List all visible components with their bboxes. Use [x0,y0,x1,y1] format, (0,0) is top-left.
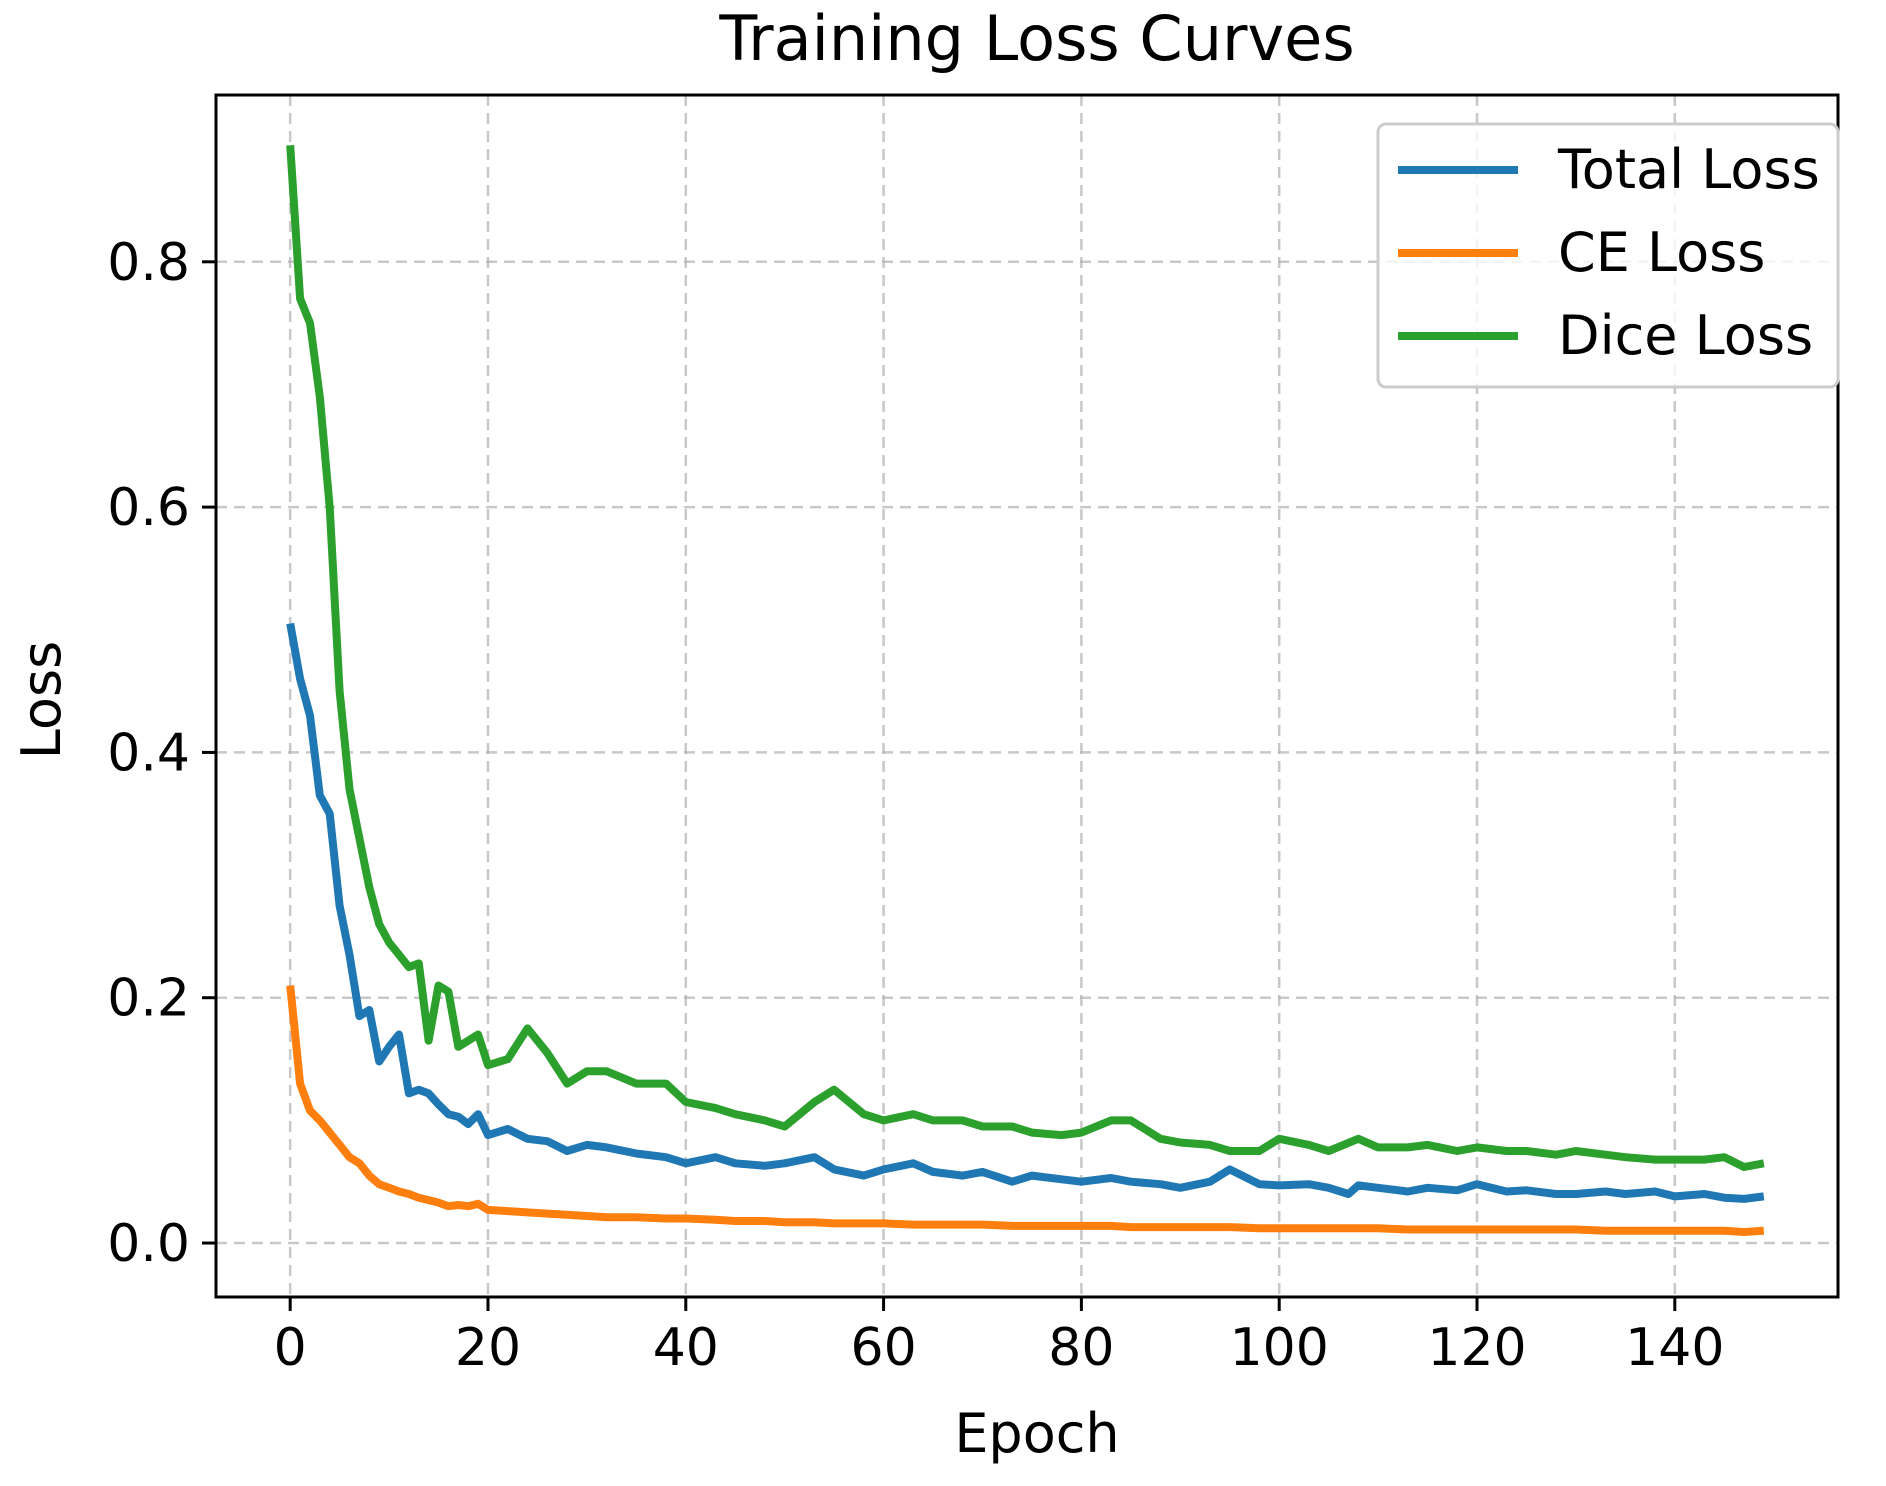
series-lines [286,145,1765,1236]
total-loss-line [286,622,1765,1203]
y-axis-label: Loss [10,641,73,759]
total-loss-legend-label: Total Loss [1557,138,1820,201]
x-tick-label: 40 [653,1318,719,1378]
ce-loss-line [286,985,1765,1236]
dice-loss-line [286,145,1765,1171]
x-tick-label: 0 [274,1318,307,1378]
y-tick-label: 0.2 [107,969,190,1029]
y-tick-label: 0.6 [107,478,190,538]
x-tick-label: 100 [1230,1318,1329,1378]
chart-title: Training Loss Curves [718,2,1354,75]
y-tick-label: 0.8 [107,233,190,293]
y-tick-label: 0.0 [107,1214,190,1274]
y-ticks: 0.0 0.2 0.4 0.6 0.8 [107,233,216,1274]
ce-loss-legend-label: CE Loss [1558,221,1765,284]
x-ticks: 0 20 40 60 80 100 120 140 [274,1297,1724,1378]
x-tick-label: 80 [1048,1318,1114,1378]
x-tick-label: 140 [1625,1318,1724,1378]
x-tick-label: 60 [851,1318,917,1378]
x-tick-label: 120 [1427,1318,1526,1378]
x-tick-label: 20 [455,1318,521,1378]
legend-box [1376,122,1840,389]
y-tick-label: 0.4 [107,723,190,783]
x-axis-label: Epoch [954,1402,1119,1465]
plot-frame [214,93,1840,1299]
dice-loss-legend-label: Dice Loss [1558,304,1813,367]
legend: Total Loss CE Loss Dice Loss [1376,122,1840,389]
